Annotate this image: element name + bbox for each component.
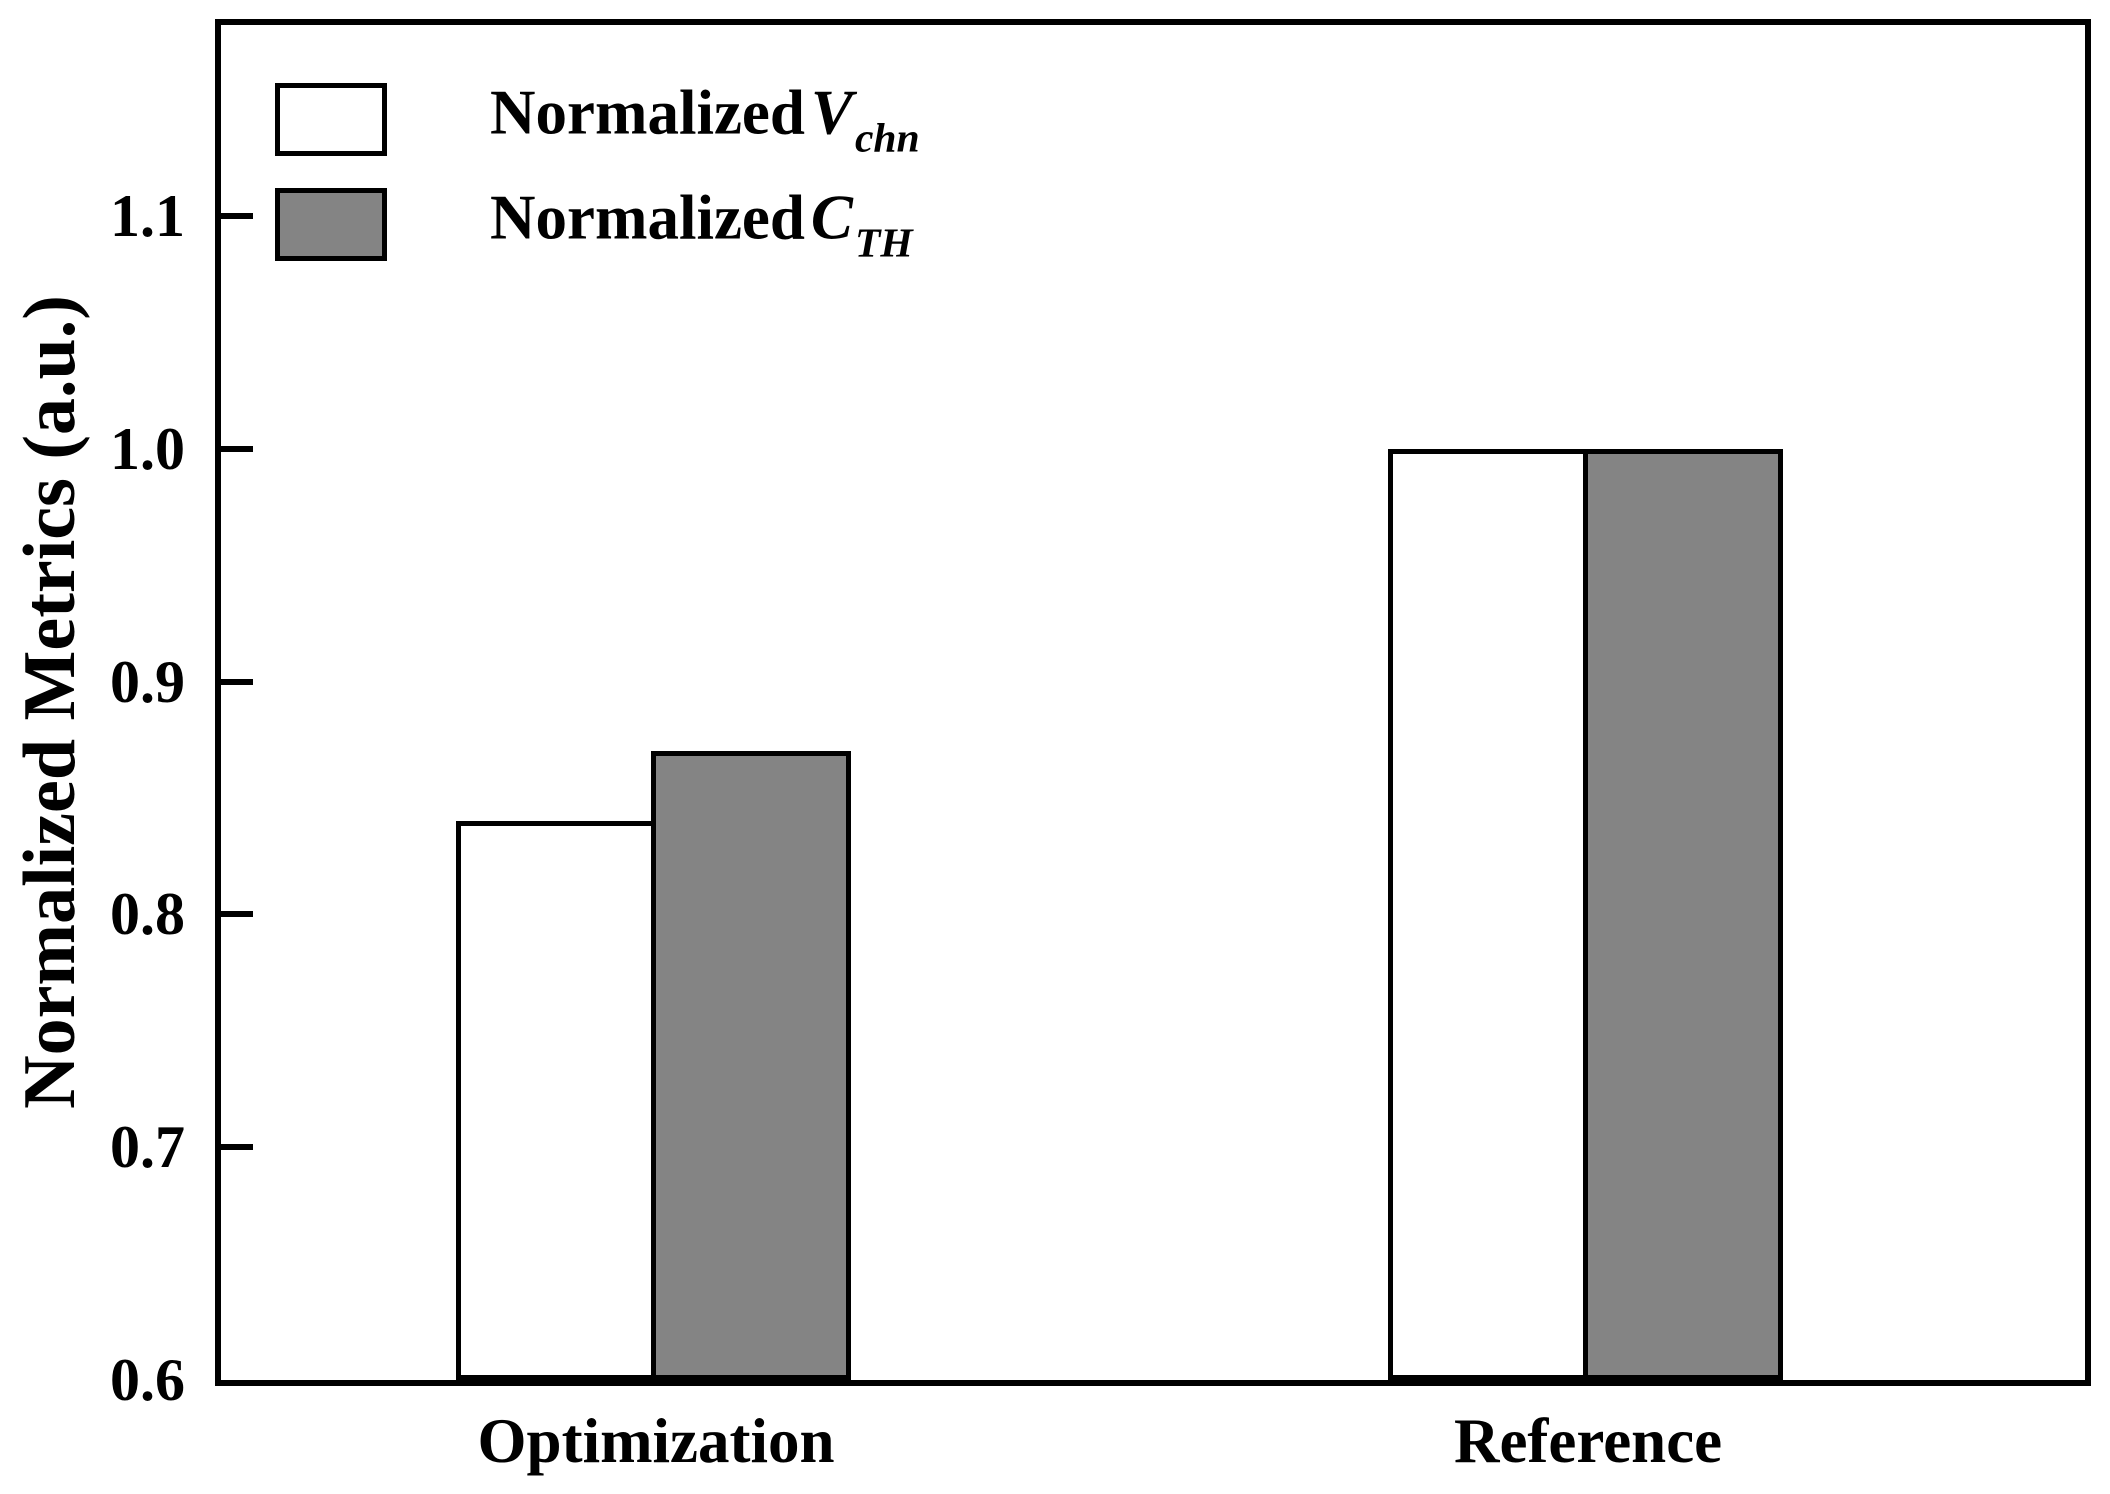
y-tick-label: 0.7 [110,1114,185,1181]
y-tick-mark [221,212,253,219]
y-tick-mark [221,911,253,918]
legend-entry-2: NormalizedCTH [275,184,1175,264]
y-tick-mark [221,678,253,685]
y-tick-label: 1.1 [110,182,185,249]
legend-entry-1: NormalizedVchn [275,79,1175,159]
bar-optimization-series-1 [456,821,657,1380]
legend-subscript: TH [854,219,913,266]
legend-swatch-1 [275,83,387,156]
x-category-labels: Optimization Reference [221,1410,2085,1490]
legend-symbol: C [810,181,853,252]
legend-symbol: V [810,76,853,147]
bar-reference-series-1 [1388,448,1589,1380]
y-tick-label: 0.8 [110,881,185,948]
legend: NormalizedVchn NormalizedCTH [275,79,1175,293]
y-tick-label: 0.9 [110,648,185,715]
legend-label-1: NormalizedVchn [490,76,920,161]
x-category-label-reference: Reference [1453,1406,1723,1476]
plot-area: NormalizedVchn NormalizedCTH [215,19,2091,1386]
legend-subscript: chn [854,114,920,161]
y-tick-mark [221,1144,253,1151]
plot-inner: NormalizedVchn NormalizedCTH [221,25,2085,1380]
bar-reference-series-2 [1583,448,1784,1380]
legend-swatch-2 [275,188,387,261]
y-tick-label-column: 0.6 0.7 0.8 0.9 1.0 1.1 [0,25,185,1410]
legend-label-2: NormalizedCTH [490,181,913,266]
bar-optimization-series-2 [651,751,852,1380]
y-tick-label: 0.6 [110,1347,185,1413]
x-category-label-optimization: Optimization [477,1406,835,1476]
y-tick-label: 1.0 [110,415,185,482]
y-tick-mark [221,445,253,452]
